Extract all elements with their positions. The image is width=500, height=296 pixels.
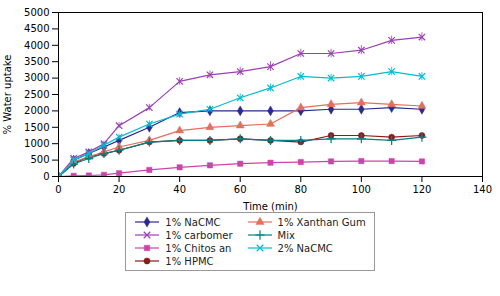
svg-text:4000: 4000 [24, 40, 49, 51]
svg-text:100: 100 [352, 184, 371, 195]
svg-text:2000: 2000 [24, 105, 49, 116]
svg-text:0: 0 [43, 171, 49, 182]
html-text:1% NaCMC: 1% NaCMC [165, 216, 221, 228]
html-text:1% Xanthan Gum: 1% Xanthan Gum [277, 216, 366, 228]
html-text:1% HPMC: 1% HPMC [165, 255, 214, 267]
svg-text:2500: 2500 [24, 89, 49, 100]
svg-text:80: 80 [294, 184, 307, 195]
svg-text:1500: 1500 [24, 122, 49, 133]
svg-text:3000: 3000 [24, 72, 49, 83]
html-text:Mix: Mix [277, 229, 295, 241]
svg-text:4500: 4500 [24, 23, 49, 34]
html-text:1% Chitos an: 1% Chitos an [165, 242, 232, 254]
svg-text:% Water uptake: % Water uptake [2, 55, 13, 135]
svg-text:1000: 1000 [24, 138, 49, 149]
svg-text:500: 500 [30, 154, 49, 165]
svg-text:20: 20 [113, 184, 126, 195]
svg-text:140: 140 [473, 184, 492, 195]
svg-text:Time (min): Time (min) [242, 201, 297, 212]
svg-text:0: 0 [55, 184, 61, 195]
html-text:2% NaCMC: 2% NaCMC [277, 242, 333, 254]
svg-text:60: 60 [234, 184, 247, 195]
svg-text:40: 40 [173, 184, 186, 195]
svg-text:3500: 3500 [24, 56, 49, 67]
html-text:1% carbomer: 1% carbomer [165, 229, 233, 241]
svg-text:120: 120 [412, 184, 431, 195]
svg-text:5000: 5000 [24, 7, 49, 18]
